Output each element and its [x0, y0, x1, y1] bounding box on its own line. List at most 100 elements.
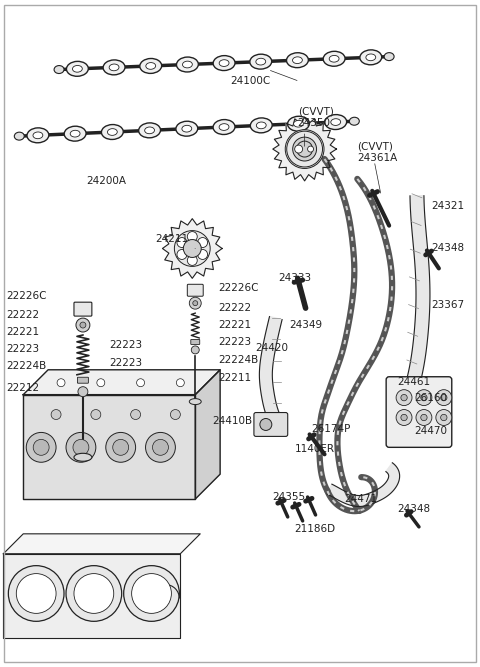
- Polygon shape: [3, 534, 200, 554]
- Circle shape: [260, 418, 272, 430]
- Polygon shape: [162, 219, 222, 278]
- Ellipse shape: [288, 116, 310, 131]
- Text: 24461: 24461: [397, 377, 430, 387]
- Ellipse shape: [70, 130, 80, 137]
- Circle shape: [113, 440, 129, 456]
- Circle shape: [441, 414, 447, 421]
- Text: 22226C: 22226C: [218, 283, 259, 293]
- Text: 22223: 22223: [218, 337, 251, 347]
- Text: 24200A: 24200A: [86, 176, 126, 186]
- Circle shape: [192, 346, 199, 354]
- Circle shape: [421, 414, 427, 421]
- Circle shape: [33, 440, 49, 456]
- Text: 24100C: 24100C: [230, 77, 270, 87]
- Circle shape: [137, 379, 144, 387]
- Polygon shape: [259, 317, 283, 428]
- FancyBboxPatch shape: [77, 378, 88, 384]
- Ellipse shape: [146, 63, 156, 69]
- Ellipse shape: [14, 132, 24, 140]
- Circle shape: [396, 410, 412, 426]
- Text: 26160: 26160: [414, 393, 447, 403]
- Circle shape: [187, 255, 197, 265]
- Circle shape: [51, 410, 61, 420]
- Ellipse shape: [251, 118, 272, 133]
- Text: 24211: 24211: [156, 233, 189, 243]
- Ellipse shape: [219, 60, 229, 67]
- Circle shape: [177, 249, 187, 259]
- Circle shape: [76, 318, 90, 332]
- FancyBboxPatch shape: [74, 302, 92, 316]
- Circle shape: [170, 410, 180, 420]
- Ellipse shape: [139, 123, 160, 138]
- Circle shape: [16, 574, 56, 614]
- Polygon shape: [273, 117, 336, 181]
- Circle shape: [198, 249, 207, 259]
- Text: 22223: 22223: [109, 358, 142, 368]
- Circle shape: [74, 574, 114, 614]
- Ellipse shape: [325, 115, 347, 129]
- Circle shape: [396, 390, 412, 406]
- Ellipse shape: [33, 132, 43, 139]
- FancyBboxPatch shape: [254, 413, 288, 436]
- Ellipse shape: [323, 51, 345, 66]
- Circle shape: [26, 432, 56, 462]
- Ellipse shape: [384, 53, 394, 61]
- FancyBboxPatch shape: [386, 377, 452, 448]
- Ellipse shape: [294, 120, 303, 127]
- Ellipse shape: [213, 55, 235, 71]
- Ellipse shape: [140, 59, 162, 73]
- Circle shape: [80, 322, 86, 328]
- Circle shape: [193, 301, 198, 305]
- Circle shape: [198, 237, 207, 247]
- Circle shape: [66, 566, 122, 622]
- Ellipse shape: [66, 61, 88, 76]
- Text: 26174P: 26174P: [312, 424, 351, 434]
- Circle shape: [297, 141, 312, 157]
- Polygon shape: [23, 370, 220, 395]
- Circle shape: [176, 379, 184, 387]
- Text: 1140ER: 1140ER: [295, 444, 335, 454]
- Text: 21186D: 21186D: [295, 524, 336, 534]
- Circle shape: [436, 410, 452, 426]
- Circle shape: [189, 297, 201, 309]
- Text: 24333: 24333: [278, 273, 311, 283]
- Circle shape: [78, 387, 88, 397]
- FancyBboxPatch shape: [187, 284, 203, 296]
- Circle shape: [295, 145, 302, 153]
- Ellipse shape: [144, 127, 155, 133]
- Circle shape: [131, 410, 141, 420]
- Text: 22224B: 22224B: [6, 361, 47, 371]
- Ellipse shape: [177, 57, 198, 72]
- FancyBboxPatch shape: [191, 340, 200, 344]
- Circle shape: [401, 414, 407, 421]
- Circle shape: [174, 231, 210, 266]
- Ellipse shape: [292, 57, 302, 63]
- Circle shape: [57, 379, 65, 387]
- Text: 24470: 24470: [414, 426, 447, 436]
- Circle shape: [106, 432, 136, 462]
- Ellipse shape: [219, 123, 229, 130]
- Circle shape: [66, 432, 96, 462]
- Ellipse shape: [109, 64, 119, 71]
- Circle shape: [145, 432, 175, 462]
- Circle shape: [132, 574, 171, 614]
- Text: 22211: 22211: [218, 373, 251, 383]
- Text: 24348: 24348: [397, 504, 430, 514]
- Text: 24410B: 24410B: [212, 416, 252, 426]
- Polygon shape: [195, 370, 220, 499]
- Text: 24420: 24420: [255, 343, 288, 353]
- Ellipse shape: [360, 50, 382, 65]
- Text: 22222: 22222: [6, 310, 39, 320]
- Text: 24349: 24349: [290, 320, 323, 330]
- Circle shape: [401, 394, 407, 401]
- Circle shape: [91, 410, 101, 420]
- Ellipse shape: [349, 117, 360, 125]
- Circle shape: [308, 146, 313, 152]
- Text: 24355: 24355: [272, 492, 305, 502]
- Ellipse shape: [74, 454, 92, 462]
- Text: (CVVT)
24361A: (CVVT) 24361A: [357, 141, 397, 163]
- Polygon shape: [23, 395, 195, 499]
- Circle shape: [183, 239, 201, 257]
- Text: 22222: 22222: [218, 303, 251, 313]
- Circle shape: [287, 131, 323, 167]
